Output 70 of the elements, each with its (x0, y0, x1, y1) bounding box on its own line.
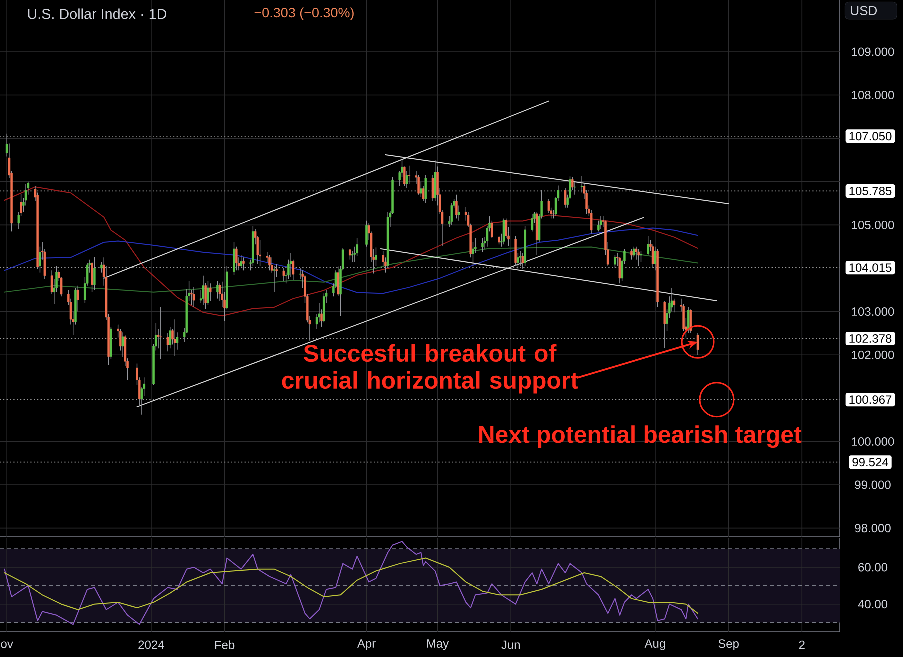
candlestick (207, 281, 210, 306)
candlestick (638, 248, 640, 267)
chart-title: U.S. Dollar Index · 1D (28, 8, 167, 20)
candlestick (351, 250, 354, 262)
candlestick (169, 327, 172, 349)
y-tick-label: 99.000 (855, 480, 891, 490)
line-series (4, 228, 699, 294)
candlestick (192, 286, 196, 308)
x-tick-label: Aug (644, 640, 666, 650)
x-tick-label: ov (1, 642, 14, 648)
candlestick (690, 309, 692, 334)
candlestick (571, 177, 574, 191)
text: USD (851, 6, 878, 16)
x-tick-label: May (427, 640, 450, 650)
candlestick (630, 248, 633, 260)
candlestick (531, 214, 534, 232)
line-series (4, 558, 699, 614)
candlestick (502, 218, 506, 246)
y-tick-label: 60.00 (858, 563, 888, 572)
y-tick-label: 109.000 (852, 48, 894, 56)
candlestick (349, 248, 352, 260)
candlestick (514, 236, 517, 267)
line-series (4, 186, 699, 317)
annotation: Succesful breakout of crucial horizontal support (282, 344, 578, 394)
y-tick-label: 105.000 (852, 220, 894, 230)
candlestick (366, 220, 368, 248)
annotation: Next potential bearish target (480, 426, 802, 448)
candlestick (282, 268, 286, 282)
text: −0.303 (−0.30%) (254, 8, 354, 20)
ref-line-label: 100.967 (850, 396, 892, 404)
candlestick (687, 307, 690, 334)
x-tick-label: 2024 (138, 640, 164, 650)
candlestick (482, 238, 484, 252)
candlestick (598, 220, 600, 232)
candlestick (420, 182, 422, 198)
candlestick (647, 236, 650, 256)
candlestick (190, 290, 193, 306)
y-tick-label: 40.00 (858, 600, 888, 609)
ref-line-label: 105.785 (850, 186, 892, 196)
candlestick (290, 252, 292, 278)
ref-line-label: 99.524 (852, 458, 888, 467)
candlestick (590, 210, 593, 234)
line-series (4, 246, 699, 293)
ref-line-label: 102.378 (850, 334, 892, 343)
candlestick (450, 203, 454, 226)
candlestick (235, 246, 238, 272)
x-tick-label: Apr (357, 640, 376, 650)
x-tick-label: Sep (718, 640, 739, 650)
candlestick (600, 216, 602, 230)
x-tick-label: 2 (799, 640, 805, 650)
candlestick (633, 246, 636, 258)
candlestick (618, 257, 622, 284)
y-tick-label: 108.000 (852, 91, 894, 100)
candlestick (456, 194, 458, 220)
ref-line-label: 104.015 (850, 264, 892, 272)
y-tick-label: 103.000 (852, 308, 894, 316)
y-tick-label: 100.000 (852, 437, 894, 446)
candlestick (216, 281, 219, 300)
y-tick-label: 98.000 (855, 524, 891, 533)
y-tick-label: 102.000 (852, 350, 894, 360)
x-tick-label: Feb (215, 640, 235, 650)
candlestick (209, 283, 212, 302)
x-tick-label: Jun (502, 640, 520, 650)
ref-line-label: 107.050 (850, 132, 892, 141)
candlestick (202, 276, 205, 306)
line-series (4, 541, 699, 626)
candlestick (491, 220, 494, 239)
candlestick (259, 240, 262, 267)
candlestick (408, 166, 410, 184)
candlestick (640, 250, 642, 262)
